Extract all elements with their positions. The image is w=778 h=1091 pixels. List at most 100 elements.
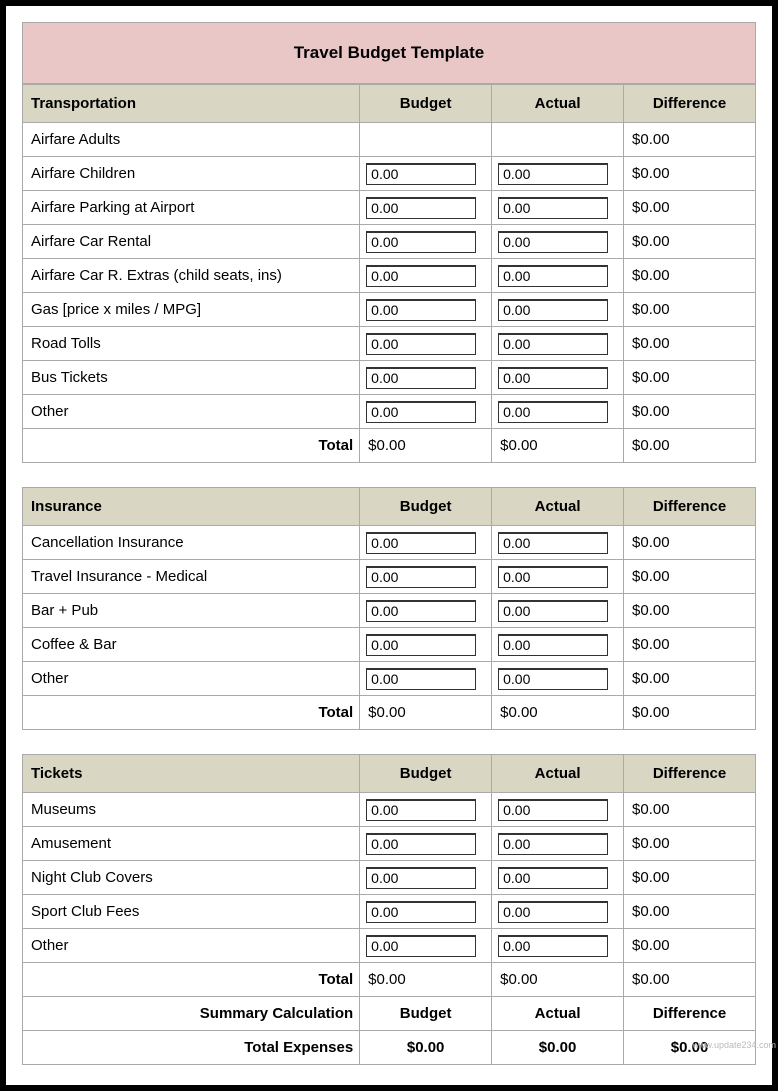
total-actual: $0.00 — [492, 963, 624, 997]
budget-template-frame: Travel Budget Template TransportationBud… — [0, 0, 778, 1091]
difference-cell: $0.00 — [624, 395, 756, 429]
page-title: Travel Budget Template — [22, 22, 756, 84]
actual-cell — [492, 628, 624, 662]
difference-cell: $0.00 — [624, 526, 756, 560]
difference-cell: $0.00 — [624, 861, 756, 895]
section-heading: Transportation — [23, 85, 360, 123]
actual-input[interactable] — [498, 833, 607, 855]
difference-cell: $0.00 — [624, 157, 756, 191]
row-label: Bus Tickets — [23, 361, 360, 395]
actual-cell — [492, 395, 624, 429]
budget-input[interactable] — [366, 367, 475, 389]
budget-cell — [360, 560, 492, 594]
budget-cell — [360, 526, 492, 560]
budget-input[interactable] — [366, 401, 475, 423]
actual-cell — [492, 526, 624, 560]
budget-cell — [360, 395, 492, 429]
budget-input[interactable] — [366, 333, 475, 355]
total-actual: $0.00 — [492, 429, 624, 463]
row-label: Airfare Children — [23, 157, 360, 191]
difference-cell: $0.00 — [624, 293, 756, 327]
actual-input[interactable] — [498, 566, 607, 588]
total-difference: $0.00 — [624, 696, 756, 730]
row-label: Airfare Car R. Extras (child seats, ins) — [23, 259, 360, 293]
total-actual: $0.00 — [492, 696, 624, 730]
budget-input[interactable] — [366, 935, 475, 957]
budget-cell — [360, 793, 492, 827]
total-label: Total — [23, 963, 360, 997]
budget-input[interactable] — [366, 299, 475, 321]
col-budget-header: Budget — [360, 85, 492, 123]
budget-cell — [360, 827, 492, 861]
budget-input[interactable] — [366, 197, 475, 219]
actual-input[interactable] — [498, 197, 607, 219]
budget-input[interactable] — [366, 634, 475, 656]
budget-input[interactable] — [366, 901, 475, 923]
actual-input[interactable] — [498, 532, 607, 554]
actual-cell — [492, 929, 624, 963]
budget-input[interactable] — [366, 231, 475, 253]
difference-cell: $0.00 — [624, 259, 756, 293]
budget-cell — [360, 628, 492, 662]
difference-cell: $0.00 — [624, 662, 756, 696]
actual-input[interactable] — [498, 367, 607, 389]
budget-cell — [360, 123, 492, 157]
total-expenses-budget: $0.00 — [360, 1031, 492, 1065]
budget-cell — [360, 259, 492, 293]
table-row: Bus Tickets $0.00 — [23, 361, 756, 395]
budget-cell — [360, 225, 492, 259]
table-row: Airfare Parking at Airport$0.00 — [23, 191, 756, 225]
budget-input[interactable] — [366, 163, 475, 185]
budget-cell — [360, 293, 492, 327]
budget-input[interactable] — [366, 265, 475, 287]
table-row: Coffee & Bar $0.00 — [23, 628, 756, 662]
actual-input[interactable] — [498, 401, 607, 423]
actual-input[interactable] — [498, 634, 607, 656]
summary-total-row: Total Expenses$0.00$0.00$0.00 — [23, 1031, 756, 1065]
row-label: Other — [23, 395, 360, 429]
table-row: Bar + Pub$0.00 — [23, 594, 756, 628]
total-row: Total$0.00$0.00$0.00 — [23, 429, 756, 463]
budget-input[interactable] — [366, 566, 475, 588]
actual-cell — [492, 225, 624, 259]
actual-input[interactable] — [498, 333, 607, 355]
budget-input[interactable] — [366, 668, 475, 690]
total-budget: $0.00 — [360, 963, 492, 997]
actual-input[interactable] — [498, 935, 607, 957]
table-row: Night Club Covers$0.00 — [23, 861, 756, 895]
budget-input[interactable] — [366, 867, 475, 889]
actual-input[interactable] — [498, 600, 607, 622]
actual-input[interactable] — [498, 163, 607, 185]
col-actual-header: Actual — [492, 488, 624, 526]
budget-input[interactable] — [366, 600, 475, 622]
actual-cell — [492, 259, 624, 293]
table-row: Cancellation Insurance$0.00 — [23, 526, 756, 560]
col-actual-header: Actual — [492, 85, 624, 123]
actual-input[interactable] — [498, 799, 607, 821]
actual-input[interactable] — [498, 668, 607, 690]
budget-input[interactable] — [366, 532, 475, 554]
budget-cell — [360, 157, 492, 191]
actual-input[interactable] — [498, 901, 607, 923]
actual-input[interactable] — [498, 299, 607, 321]
table-row: Airfare Children $0.00 — [23, 157, 756, 191]
budget-cell — [360, 861, 492, 895]
section-header-row: InsuranceBudgetActualDifference — [23, 488, 756, 526]
budget-input[interactable] — [366, 833, 475, 855]
budget-input[interactable] — [366, 799, 475, 821]
actual-input[interactable] — [498, 867, 607, 889]
actual-input[interactable] — [498, 231, 607, 253]
total-expenses-actual: $0.00 — [492, 1031, 624, 1065]
summary-budget-header: Budget — [360, 997, 492, 1031]
summary-header-row: Summary CalculationBudgetActualDifferenc… — [23, 997, 756, 1031]
section-heading: Insurance — [23, 488, 360, 526]
difference-cell: $0.00 — [624, 327, 756, 361]
actual-cell — [492, 293, 624, 327]
difference-cell: $0.00 — [624, 628, 756, 662]
actual-cell — [492, 594, 624, 628]
row-label: Road Tolls — [23, 327, 360, 361]
actual-input[interactable] — [498, 265, 607, 287]
difference-cell: $0.00 — [624, 361, 756, 395]
row-label: Coffee & Bar — [23, 628, 360, 662]
total-row: Total$0.00$0.00$0.00 — [23, 963, 756, 997]
